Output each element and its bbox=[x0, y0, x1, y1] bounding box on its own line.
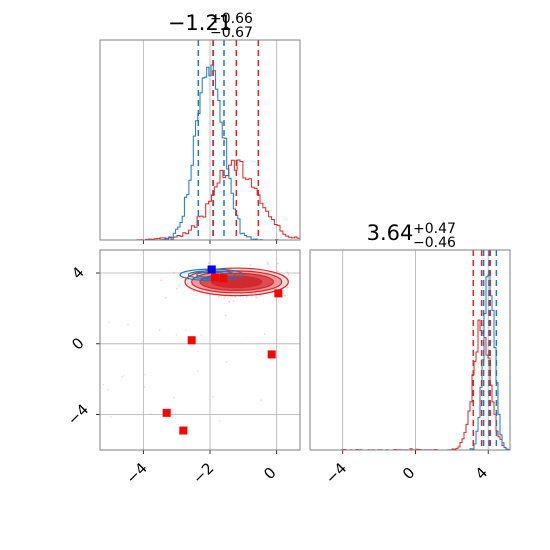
sample-point bbox=[106, 388, 109, 391]
sample-point bbox=[197, 350, 199, 352]
marker-blue bbox=[207, 265, 216, 274]
marker-red bbox=[179, 426, 188, 435]
sample-point bbox=[144, 373, 147, 376]
x-tick-label: −4 bbox=[322, 459, 350, 487]
histogram-red bbox=[100, 159, 300, 241]
param2-minus: −0.46 bbox=[413, 235, 456, 251]
sample-point bbox=[164, 296, 167, 299]
sample-point bbox=[249, 264, 252, 267]
marker-red bbox=[162, 408, 171, 417]
sample-point bbox=[286, 271, 289, 274]
panel-frame bbox=[99, 39, 301, 241]
param2-title: 3.64 bbox=[367, 221, 414, 245]
sample-point bbox=[277, 270, 280, 273]
x-tick-label: 0 bbox=[399, 464, 418, 483]
sample-point bbox=[127, 323, 129, 326]
sample-point bbox=[110, 416, 112, 418]
sample-point bbox=[276, 262, 279, 265]
sample-point bbox=[173, 396, 175, 399]
marker-red bbox=[219, 274, 228, 283]
param1-title: −1.21 bbox=[168, 11, 232, 35]
param1-minus: −0.67 bbox=[210, 25, 253, 41]
sample-point bbox=[234, 295, 236, 298]
sample-point bbox=[284, 294, 287, 297]
histogram-blue bbox=[100, 64, 300, 241]
marker-red bbox=[267, 350, 276, 359]
sample-point bbox=[196, 370, 199, 372]
sample-point bbox=[175, 334, 178, 336]
sample-point bbox=[121, 376, 123, 378]
sample-point bbox=[223, 297, 226, 300]
marginal-panel-param1 bbox=[99, 39, 301, 244]
y-tick-label: 4 bbox=[68, 263, 87, 282]
histogram-blue bbox=[310, 274, 510, 451]
sample-point bbox=[102, 383, 105, 386]
histogram-red bbox=[310, 319, 510, 451]
marginal-panel-param2: −4 0 4 bbox=[309, 249, 511, 487]
sample-point bbox=[212, 395, 214, 398]
param2-median: 3.64 bbox=[367, 221, 414, 245]
y-tick-label: −4 bbox=[64, 400, 92, 428]
sample-point bbox=[200, 334, 203, 336]
x-tick-label: −4 bbox=[122, 459, 150, 487]
sample-point bbox=[232, 300, 235, 302]
marker-red bbox=[187, 336, 196, 345]
y-tick-label: 0 bbox=[68, 334, 87, 353]
sample-point bbox=[193, 290, 195, 293]
sample-point bbox=[176, 287, 178, 290]
sample-point bbox=[266, 261, 269, 264]
panel-frame bbox=[309, 249, 511, 451]
sample-point bbox=[286, 286, 289, 289]
param1-median: −1.21 bbox=[168, 11, 232, 35]
sample-point bbox=[263, 333, 266, 335]
sample-point bbox=[108, 321, 111, 323]
param2-plus: +0.47 bbox=[413, 221, 456, 237]
x-tick-label: 0 bbox=[260, 464, 279, 483]
sample-point bbox=[245, 295, 248, 298]
sample-point bbox=[218, 420, 221, 422]
sample-point bbox=[173, 271, 175, 274]
joint-panel: −4 0 4 −4 −2 0 bbox=[64, 249, 301, 487]
sample-point bbox=[228, 300, 231, 303]
sample-point bbox=[160, 279, 163, 282]
sample-point bbox=[184, 329, 187, 331]
x-tick-label: 4 bbox=[472, 464, 491, 483]
sample-point bbox=[225, 361, 228, 363]
sample-point bbox=[178, 284, 181, 287]
panel-frame bbox=[99, 249, 301, 451]
param1-plus: +0.66 bbox=[210, 11, 253, 27]
sample-point bbox=[149, 412, 152, 415]
sample-point bbox=[207, 262, 210, 264]
sample-point bbox=[224, 314, 227, 317]
marker-red bbox=[274, 289, 283, 298]
sample-point bbox=[267, 263, 270, 266]
marker-red bbox=[211, 273, 219, 282]
sample-point bbox=[255, 296, 258, 299]
sample-point bbox=[123, 375, 126, 377]
sample-point bbox=[260, 399, 263, 401]
sample-point bbox=[218, 296, 220, 298]
sample-point bbox=[287, 273, 290, 276]
sample-point bbox=[240, 342, 243, 345]
sample-point bbox=[143, 386, 146, 388]
sample-point bbox=[158, 329, 161, 331]
x-tick-label: −2 bbox=[189, 459, 217, 487]
